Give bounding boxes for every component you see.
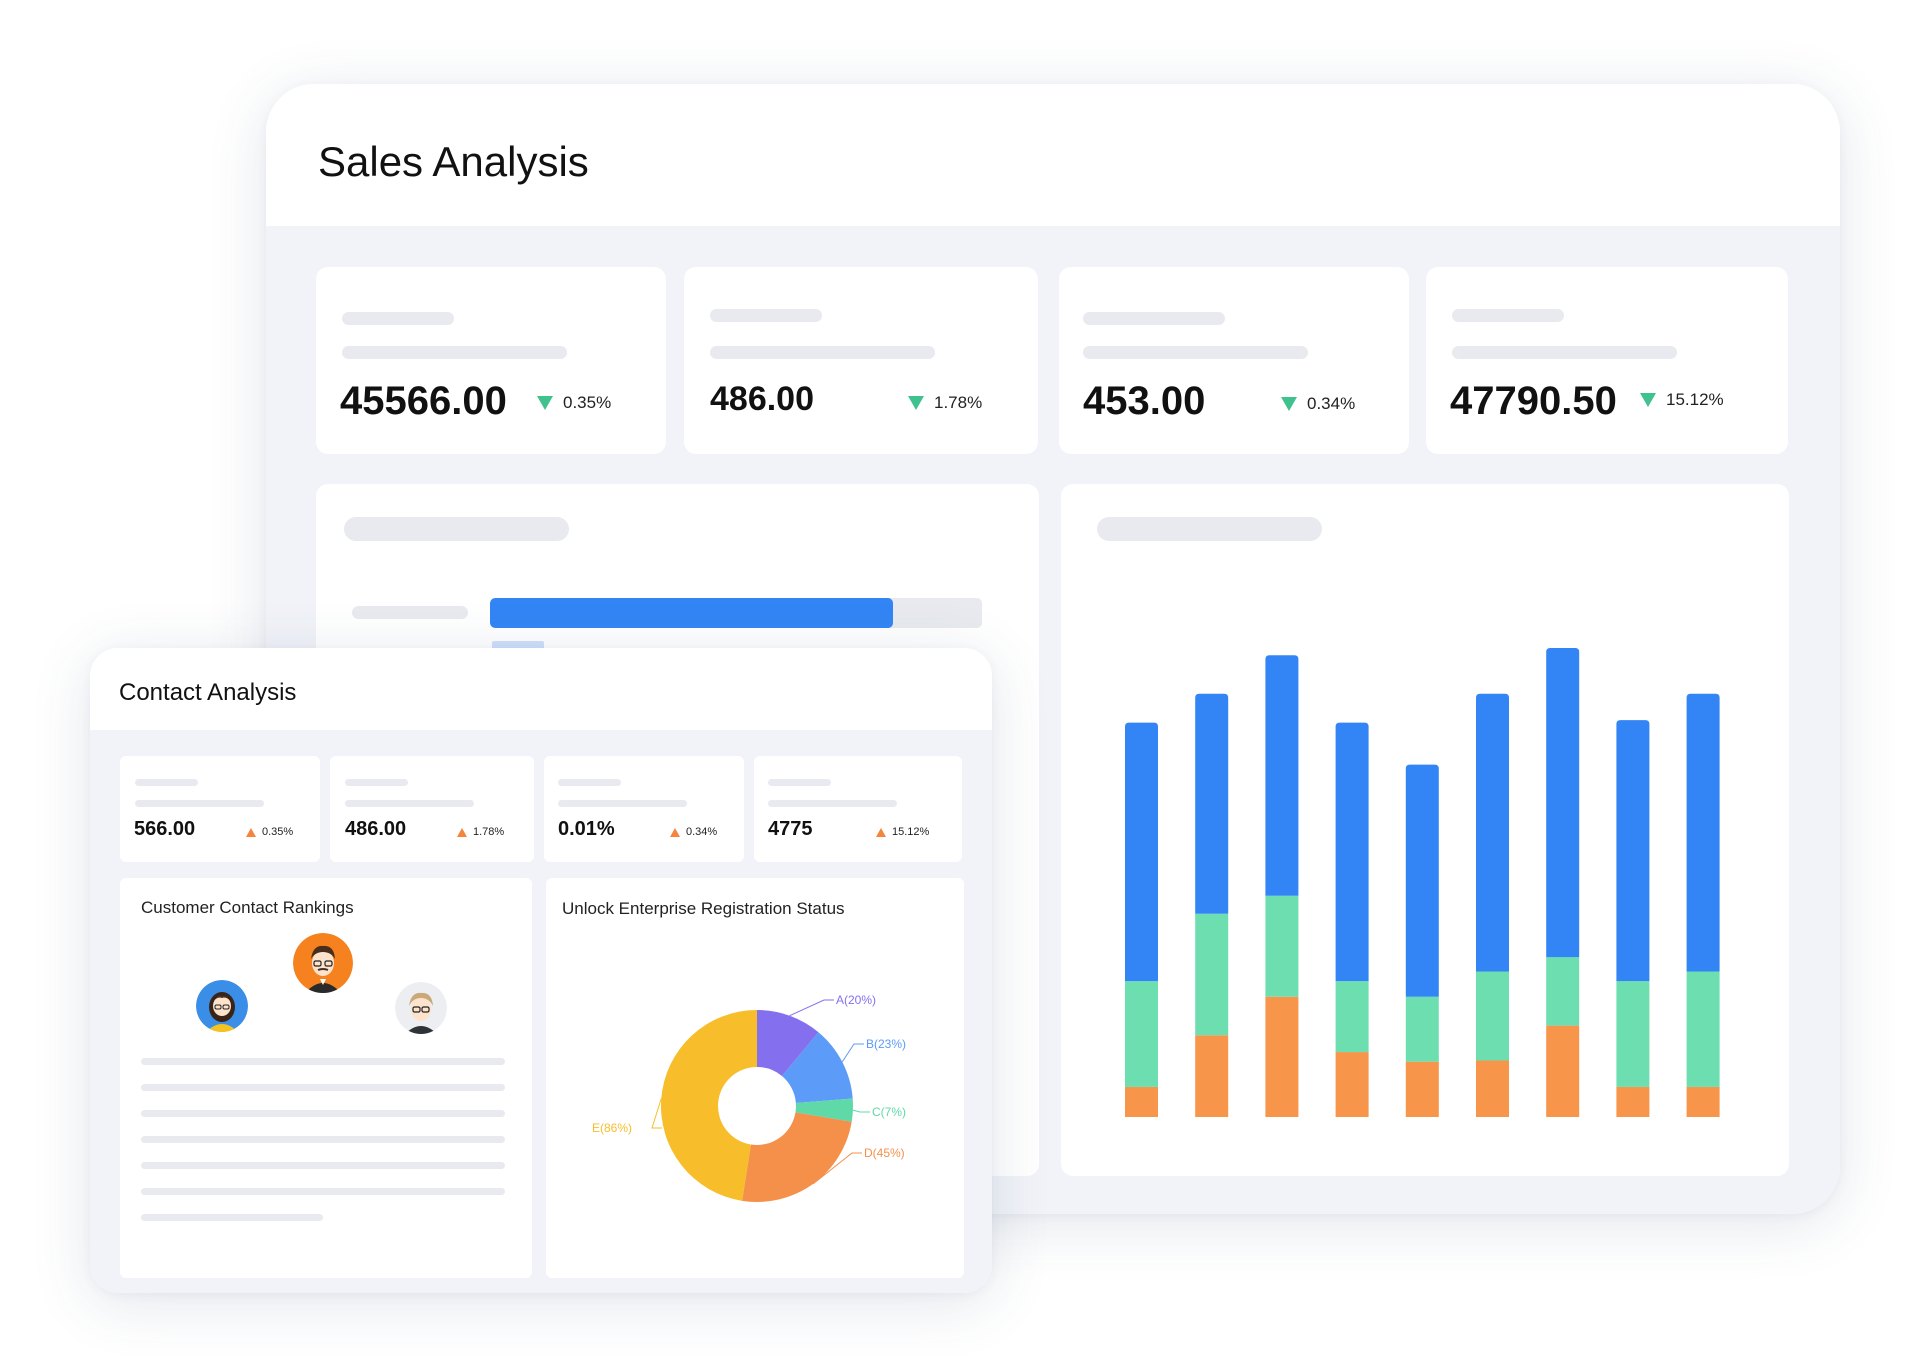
sales-kpi-value: 45566.00 <box>340 379 507 423</box>
sales-kpi-value: 453.00 <box>1083 379 1206 423</box>
trend-up-icon <box>876 827 886 837</box>
contact-window-body: 566.00 0.35% 486.00 1.78% 0.01% 0.34% <box>90 730 992 1293</box>
pie-slice-B(23%)[interactable] <box>781 1032 853 1103</box>
pie-label-E(86%): E(86%) <box>592 1121 632 1135</box>
sales-window-title: Sales Analysis <box>318 138 589 185</box>
bar-segment-1-7[interactable] <box>1546 1025 1580 1117</box>
customer-contact-rankings-panel: Customer Contact Rankings <box>120 878 532 1278</box>
trend-up-icon <box>246 827 256 837</box>
bar-segment-2-4[interactable] <box>1335 981 1369 1053</box>
bar-segment-3-1[interactable] <box>1125 722 1158 982</box>
bar-segment-2-9[interactable] <box>1686 971 1720 1087</box>
bar-segment-1-6[interactable] <box>1476 1060 1509 1117</box>
contact-window-title: Contact Analysis <box>119 679 297 706</box>
pie-slice-C(7%)[interactable] <box>795 1098 853 1122</box>
contact-kpi-value: 4775 <box>768 818 813 840</box>
bar-segment-3-6[interactable] <box>1476 693 1509 972</box>
trend-down-icon <box>537 396 553 410</box>
bar-segment-1-8[interactable] <box>1616 1086 1650 1117</box>
registration-status-panel: Unlock Enterprise Registration Status A(… <box>546 878 964 1278</box>
woman-avatar-icon <box>196 980 248 1032</box>
bar-segment-2-3[interactable] <box>1265 895 1299 997</box>
pie-slice-D(45%)[interactable] <box>742 1112 852 1202</box>
trend-down-icon <box>908 396 924 410</box>
contact-kpi-card-4[interactable]: 4775 15.12% <box>754 756 962 862</box>
sales-kpi-change: 0.34% <box>1281 394 1355 414</box>
bar-segment-3-3[interactable] <box>1265 655 1299 896</box>
sales-kpi-card-2[interactable]: 486.00 1.78% <box>684 267 1038 454</box>
sales-window-header: Sales Analysis <box>266 84 1840 226</box>
contact-analysis-window: Contact Analysis 566.00 0.35% 486.00 1.7… <box>90 648 992 1293</box>
contact-kpi-change: 15.12% <box>876 826 929 838</box>
sales-kpi-card-4[interactable]: 47790.50 15.12% <box>1426 267 1788 454</box>
bar-segment-2-7[interactable] <box>1546 957 1580 1026</box>
trend-down-icon <box>1281 397 1297 411</box>
sales-kpi-card-1[interactable]: 45566.00 0.35% <box>316 267 666 454</box>
contact-kpi-card-3[interactable]: 0.01% 0.34% <box>544 756 744 862</box>
bar-segment-1-3[interactable] <box>1265 996 1299 1117</box>
pie-label-D(45%): D(45%) <box>864 1146 905 1160</box>
pie-leader-line <box>812 1152 862 1185</box>
progress-bar-track <box>490 598 982 628</box>
contact-window-header: Contact Analysis <box>90 648 992 730</box>
sales-kpi-value: 47790.50 <box>1450 379 1617 423</box>
pie-label-B(23%): B(23%) <box>866 1037 906 1051</box>
pie-leader-line <box>841 1043 864 1063</box>
bar-segment-3-4[interactable] <box>1335 722 1369 982</box>
elder-avatar-icon <box>395 982 447 1034</box>
bar-segment-2-5[interactable] <box>1405 996 1439 1062</box>
bar-segment-3-8[interactable] <box>1616 720 1650 982</box>
bar-segment-2-2[interactable] <box>1195 913 1229 1036</box>
contact-kpi-change: 1.78% <box>457 826 504 838</box>
bar-segment-2-8[interactable] <box>1616 981 1650 1087</box>
bar-segment-3-7[interactable] <box>1546 648 1580 958</box>
pie-slice-A(20%)[interactable] <box>757 1010 819 1077</box>
pie-slice-E(86%)[interactable] <box>660 1010 757 1201</box>
pie-leader-line <box>789 999 834 1017</box>
progress-bar-fill <box>490 598 894 628</box>
man-avatar-icon <box>293 933 353 993</box>
contact-kpi-change: 0.34% <box>670 826 717 838</box>
bar-segment-1-9[interactable] <box>1686 1086 1720 1117</box>
pie-label-A(20%): A(20%) <box>836 993 876 1007</box>
sales-kpi-change: 1.78% <box>908 393 982 413</box>
sales-kpi-change: 15.12% <box>1640 390 1724 410</box>
bar-segment-1-5[interactable] <box>1405 1061 1439 1117</box>
pie-leader-line <box>852 1109 870 1113</box>
sales-kpi-value: 486.00 <box>710 380 814 418</box>
sales-kpi-card-3[interactable]: 453.00 0.34% <box>1059 267 1409 454</box>
trend-down-icon <box>1640 393 1656 407</box>
bar-segment-1-1[interactable] <box>1125 1086 1158 1117</box>
sales-bar-chart-panel <box>1061 484 1789 1176</box>
pie-leader-line <box>651 1098 662 1129</box>
bar-segment-3-2[interactable] <box>1195 693 1229 914</box>
bar-segment-1-2[interactable] <box>1195 1035 1229 1117</box>
contact-kpi-value: 486.00 <box>345 818 407 840</box>
bar-segment-3-5[interactable] <box>1405 764 1439 997</box>
bar-segment-3-9[interactable] <box>1686 693 1720 972</box>
bar-segment-2-6[interactable] <box>1476 971 1509 1061</box>
bar-segment-2-1[interactable] <box>1125 981 1158 1087</box>
trend-up-icon <box>670 827 680 837</box>
contact-kpi-card-2[interactable]: 486.00 1.78% <box>330 756 534 862</box>
contact-kpi-value: 0.01% <box>558 818 615 840</box>
pie-label-C(7%): C(7%) <box>872 1105 906 1119</box>
sales-kpi-change: 0.35% <box>537 393 611 413</box>
donut-chart: A(20%) B(23%) C(7%) D(45%) E(86%) <box>592 993 906 1202</box>
registration-status-title: Unlock Enterprise Registration Status <box>562 899 845 918</box>
rankings-title: Customer Contact Rankings <box>141 898 354 917</box>
contact-kpi-value: 566.00 <box>134 818 196 840</box>
contact-kpi-card-1[interactable]: 566.00 0.35% <box>120 756 320 862</box>
stacked-bar-chart <box>1125 648 1720 1117</box>
contact-kpi-change: 0.35% <box>246 826 293 838</box>
trend-up-icon <box>457 827 467 837</box>
bar-segment-1-4[interactable] <box>1335 1052 1369 1117</box>
